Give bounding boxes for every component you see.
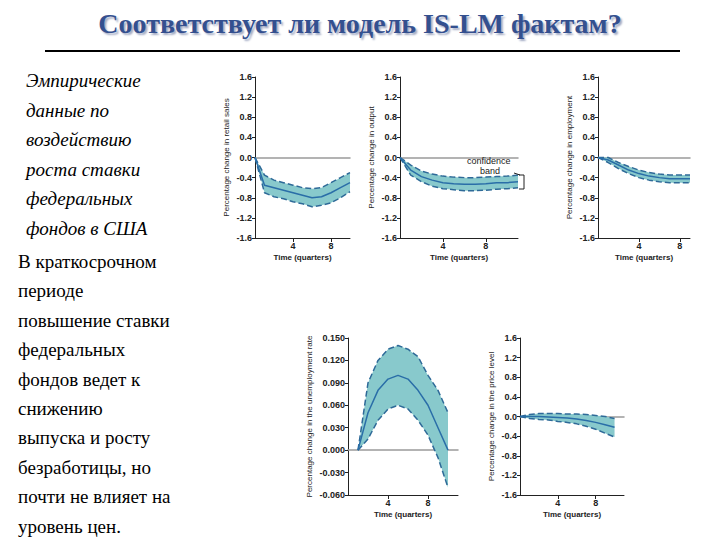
svg-text:4: 4 <box>440 241 445 251</box>
html-text:фондов ведет к: фондов ведет к <box>18 368 141 390</box>
svg-text:Percentage change in the unemp: Percentage change in the unemployment ra… <box>305 335 314 497</box>
svg-text:-0.4: -0.4 <box>381 173 397 183</box>
svg-text:confidence: confidence <box>467 156 513 166</box>
svg-text:0.030: 0.030 <box>322 423 345 433</box>
svg-text:-0.060: -0.060 <box>319 490 345 500</box>
html-text:почти не влияет на: почти не влияет на <box>18 486 171 508</box>
svg-text:-1.2: -1.2 <box>381 213 397 223</box>
html-text:Соответствует ли модель IS-LM: Соответствует ли модель IS-LM фактам? <box>98 8 622 39</box>
svg-text:0.000: 0.000 <box>322 445 345 455</box>
svg-text:0.150: 0.150 <box>322 333 345 343</box>
svg-text:-0.8: -0.8 <box>501 451 517 461</box>
svg-text:0.8: 0.8 <box>582 112 595 122</box>
html-text:безработицы, но: безработицы, но <box>18 456 151 478</box>
html-text:воздействию: воздействию <box>26 129 132 150</box>
svg-text:Percentage change in employmen: Percentage change in employment <box>565 95 574 219</box>
svg-text:-1.2: -1.2 <box>236 213 252 223</box>
svg-text:-0.8: -0.8 <box>381 193 397 203</box>
svg-text:1.6: 1.6 <box>582 72 595 82</box>
svg-text:Time (quarters): Time (quarters) <box>374 510 432 519</box>
html-text:фондов в США: фондов в США <box>26 217 148 239</box>
html-text:В краткосрочном: В краткосрочном <box>18 251 157 272</box>
svg-text:8: 8 <box>425 498 430 508</box>
svg-text:0.120: 0.120 <box>322 355 345 365</box>
svg-text:Time (quarters): Time (quarters) <box>430 253 488 262</box>
svg-text:0.090: 0.090 <box>322 378 345 388</box>
svg-text:band: band <box>480 166 500 176</box>
svg-text:8: 8 <box>328 241 333 251</box>
svg-text:1.2: 1.2 <box>384 92 397 102</box>
svg-text:-0.030: -0.030 <box>319 468 345 478</box>
svg-text:-0.8: -0.8 <box>236 193 252 203</box>
svg-text:4: 4 <box>385 498 390 508</box>
svg-text:-1.6: -1.6 <box>579 233 595 243</box>
svg-text:0.0: 0.0 <box>384 153 397 163</box>
html-text:повышение ставки: повышение ставки <box>18 309 170 331</box>
svg-text:-0.4: -0.4 <box>501 431 517 441</box>
svg-text:0.0: 0.0 <box>239 153 252 163</box>
svg-text:0.0: 0.0 <box>582 153 595 163</box>
svg-text:1.6: 1.6 <box>384 72 397 82</box>
svg-text:8: 8 <box>677 241 682 251</box>
svg-text:0.4: 0.4 <box>582 132 595 142</box>
svg-text:-1.2: -1.2 <box>501 470 517 480</box>
svg-text:0.0: 0.0 <box>504 412 517 422</box>
svg-text:-0.4: -0.4 <box>579 173 595 183</box>
svg-text:4: 4 <box>290 241 295 251</box>
html-text:периоде: периоде <box>18 280 84 302</box>
svg-text:1.2: 1.2 <box>582 92 595 102</box>
html-text:выпуска и росту: выпуска и росту <box>18 427 151 449</box>
html-text:федеральных: федеральных <box>26 188 133 209</box>
svg-text:-1.2: -1.2 <box>579 213 595 223</box>
svg-text:8: 8 <box>593 498 598 508</box>
svg-text:1.6: 1.6 <box>239 72 252 82</box>
html-text:роста ставки: роста ставки <box>26 158 141 180</box>
html-text:уровень цен.: уровень цен. <box>18 515 121 537</box>
html-text:данные по: данные по <box>26 99 109 121</box>
svg-text:-0.4: -0.4 <box>236 173 252 183</box>
svg-text:Percentage change in the price: Percentage change in the price level <box>487 352 496 482</box>
html-text:снижению: снижению <box>18 398 103 419</box>
svg-text:1.6: 1.6 <box>504 333 517 343</box>
svg-text:4: 4 <box>636 241 641 251</box>
svg-text:1.2: 1.2 <box>504 353 517 363</box>
svg-text:1.2: 1.2 <box>239 92 252 102</box>
svg-text:Percentage change in output: Percentage change in output <box>367 106 376 209</box>
svg-text:0.4: 0.4 <box>239 132 252 142</box>
svg-text:Time (quarters): Time (quarters) <box>273 253 331 262</box>
svg-text:8: 8 <box>483 241 488 251</box>
svg-text:4: 4 <box>555 498 560 508</box>
svg-text:Time (quarters): Time (quarters) <box>615 253 673 262</box>
svg-text:0.8: 0.8 <box>504 372 517 382</box>
svg-text:0.8: 0.8 <box>239 112 252 122</box>
html-text:федеральных: федеральных <box>18 339 126 361</box>
svg-text:Percentage change in retail sa: Percentage change in retail sales <box>222 98 231 216</box>
svg-text:-0.8: -0.8 <box>579 193 595 203</box>
html-text:Эмпирические: Эмпирические <box>26 70 141 91</box>
svg-text:0.4: 0.4 <box>384 132 397 142</box>
svg-text:-1.6: -1.6 <box>381 233 397 243</box>
svg-text:-1.6: -1.6 <box>236 233 252 243</box>
svg-text:0.4: 0.4 <box>504 392 517 402</box>
svg-text:0.060: 0.060 <box>322 400 345 410</box>
svg-text:Time (quarters): Time (quarters) <box>543 510 601 519</box>
svg-text:0.8: 0.8 <box>384 112 397 122</box>
svg-text:-1.6: -1.6 <box>501 490 517 500</box>
